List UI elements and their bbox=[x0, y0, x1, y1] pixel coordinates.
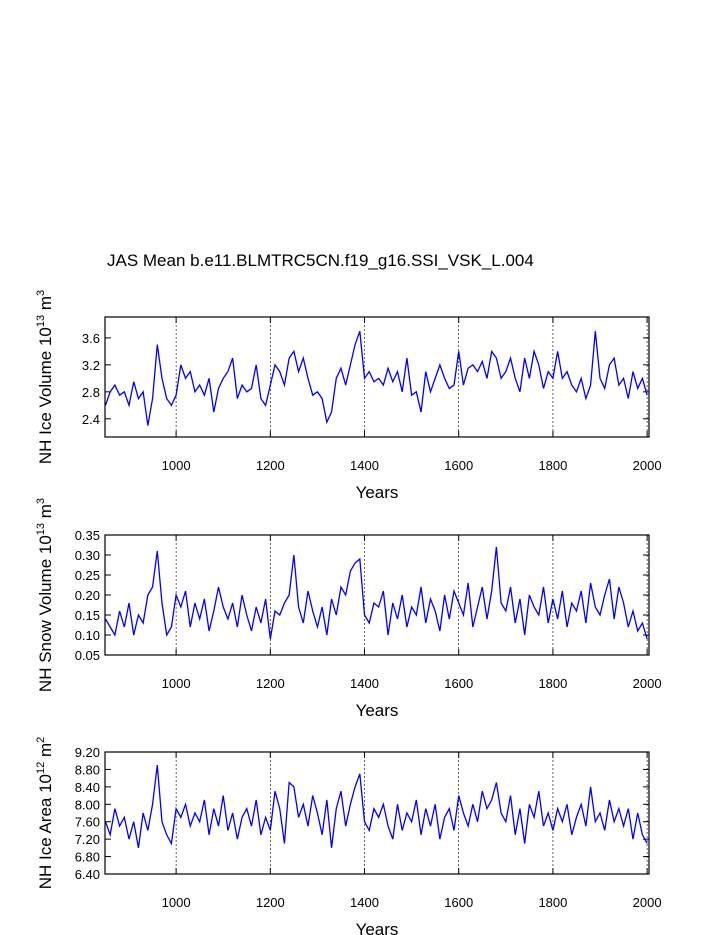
y-axis-label-unit: m bbox=[36, 743, 55, 762]
y-axis-label-unit: m bbox=[36, 296, 55, 315]
x-axis-label: Years bbox=[356, 483, 399, 502]
y-tick-label: 0.05 bbox=[75, 648, 100, 663]
y-tick-label: 8.80 bbox=[75, 762, 100, 777]
y-axis-label-text: NH Ice Area 10 bbox=[36, 774, 55, 889]
x-tick-label: 1600 bbox=[444, 458, 473, 473]
plot-frame bbox=[104, 534, 650, 656]
plot-frame bbox=[104, 751, 650, 875]
x-tick-label: 1800 bbox=[538, 676, 567, 691]
x-tick-label: 1600 bbox=[444, 895, 473, 910]
x-tick-label: 1000 bbox=[162, 676, 191, 691]
y-axis-label: NH Ice Volume 1013 m3 bbox=[35, 290, 55, 464]
data-line bbox=[104, 546, 648, 640]
data-line bbox=[104, 330, 648, 426]
y-tick-label: 0.35 bbox=[75, 528, 100, 543]
x-tick-label: 1800 bbox=[538, 458, 567, 473]
y-tick-label: 0.15 bbox=[75, 608, 100, 623]
x-tick-label: 1400 bbox=[350, 676, 379, 691]
y-tick-label: 2.4 bbox=[82, 412, 100, 427]
x-tick-label: 1400 bbox=[350, 895, 379, 910]
y-axis-label-text: NH Snow Volume 10 bbox=[36, 535, 55, 692]
y-tick-label: 3.2 bbox=[82, 358, 100, 373]
y-tick-label: 2.8 bbox=[82, 385, 100, 400]
y-tick-label: 6.40 bbox=[75, 867, 100, 882]
x-tick-label: 2000 bbox=[633, 676, 662, 691]
y-tick-label: 6.80 bbox=[75, 850, 100, 865]
y-tick-label: 7.20 bbox=[75, 832, 100, 847]
y-tick-label: 3.6 bbox=[82, 331, 100, 346]
x-tick-label: 2000 bbox=[633, 458, 662, 473]
y-tick-label: 8.00 bbox=[75, 797, 100, 812]
y-axis-label-unit-exp: 3 bbox=[35, 498, 47, 504]
x-tick-label: 1800 bbox=[538, 895, 567, 910]
y-axis-label-unit-exp: 2 bbox=[35, 737, 47, 743]
y-tick-label: 0.20 bbox=[75, 588, 100, 603]
y-tick-label: 0.10 bbox=[75, 628, 100, 643]
y-tick-label: 0.25 bbox=[75, 568, 100, 583]
y-axis-label: NH Ice Area 1012 m2 bbox=[35, 737, 55, 890]
x-tick-label: 1000 bbox=[162, 895, 191, 910]
x-tick-label: 1200 bbox=[256, 895, 285, 910]
x-tick-label: 1200 bbox=[256, 676, 285, 691]
chart-title: JAS Mean b.e11.BLMTRC5CN.f19_g16.SSI_VSK… bbox=[107, 251, 534, 270]
x-tick-label: 1200 bbox=[256, 458, 285, 473]
y-axis-label-unit: m bbox=[36, 504, 55, 523]
y-tick-label: 7.60 bbox=[75, 815, 100, 830]
y-tick-label: 8.40 bbox=[75, 780, 100, 795]
y-axis-label-exp: 13 bbox=[35, 523, 47, 535]
y-axis-label-exp: 13 bbox=[35, 315, 47, 327]
y-axis-label-exp: 12 bbox=[35, 762, 47, 774]
plot-frame bbox=[104, 316, 650, 438]
x-tick-label: 2000 bbox=[633, 895, 662, 910]
x-axis-label: Years bbox=[356, 920, 399, 935]
x-tick-label: 1600 bbox=[444, 676, 473, 691]
y-axis-label-unit-exp: 3 bbox=[35, 290, 47, 296]
y-tick-label: 9.20 bbox=[75, 745, 100, 760]
x-tick-label: 1000 bbox=[162, 458, 191, 473]
x-axis-label: Years bbox=[356, 701, 399, 720]
data-line bbox=[104, 764, 648, 848]
y-axis-label-text: NH Ice Volume 10 bbox=[36, 327, 55, 464]
y-tick-label: 0.30 bbox=[75, 548, 100, 563]
x-tick-label: 1400 bbox=[350, 458, 379, 473]
y-axis-label: NH Snow Volume 1013 m3 bbox=[35, 498, 55, 692]
